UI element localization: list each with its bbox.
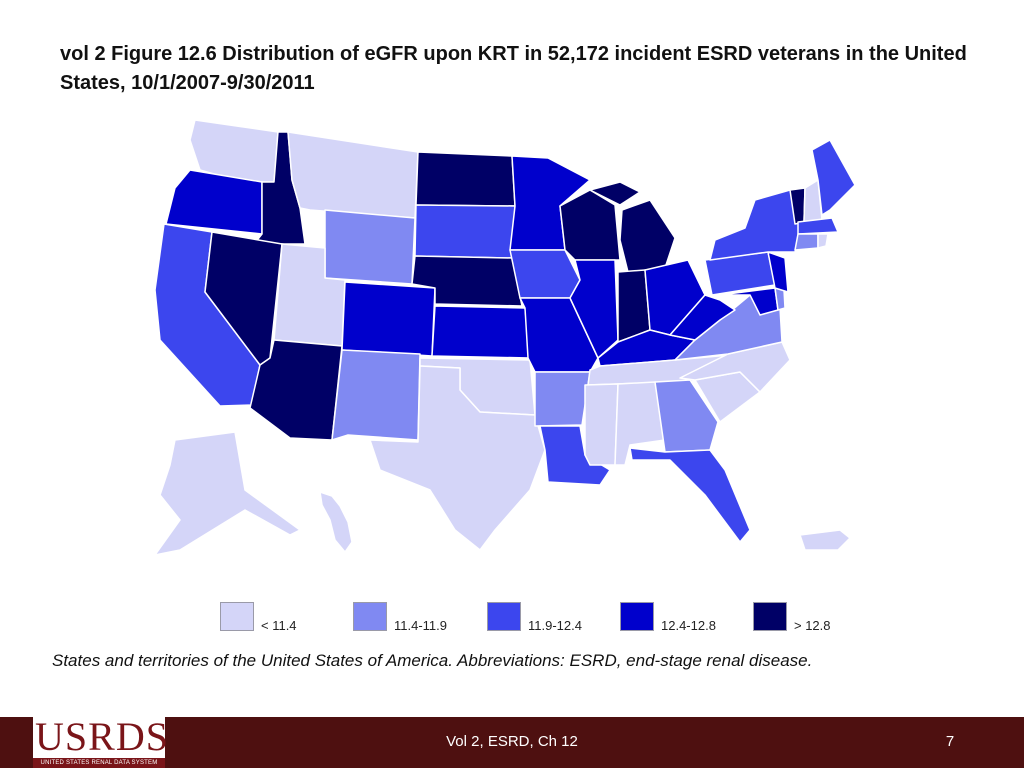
state-fl (629, 447, 751, 543)
state-md (719, 287, 779, 316)
state-nj (767, 251, 789, 293)
legend-swatch (753, 602, 787, 631)
logo-subtitle: UNITED STATES RENAL DATA SYSTEM (33, 758, 165, 768)
state-ks (431, 305, 531, 359)
state-sd (414, 204, 516, 259)
state-ma (797, 217, 839, 235)
state-tx (369, 365, 546, 551)
state-ms (584, 383, 619, 466)
legend-label: > 12.8 (794, 618, 831, 633)
state-la (539, 425, 611, 486)
state-me (811, 139, 856, 216)
legend-swatch (487, 602, 521, 631)
legend-label: 11.9-12.4 (528, 618, 582, 633)
state-co (341, 281, 436, 357)
legend-swatch (620, 602, 654, 631)
state-ak (154, 431, 301, 556)
state-mt (287, 131, 419, 219)
state-mi-up (589, 181, 641, 206)
state-ct (794, 233, 819, 251)
state-ri (817, 233, 829, 249)
usrds-logo: USRDS UNITED STATES RENAL DATA SYSTEM (33, 714, 169, 768)
figure-caption: States and territories of the United Sta… (52, 651, 813, 670)
legend-label: < 11.4 (261, 618, 297, 633)
legend-swatch (220, 602, 254, 631)
territory-pr (799, 529, 851, 551)
legend-swatch (353, 602, 387, 631)
footer-bar (0, 717, 1024, 768)
legend-label: 11.4-11.9 (394, 618, 448, 633)
footer-section-label: Vol 2, ESRD, Ch 12 (446, 733, 578, 750)
state-ga (654, 379, 719, 453)
state-mi (619, 199, 676, 273)
slide-title: vol 2 Figure 12.6 Distribution of eGFR u… (60, 43, 967, 94)
page-number: 7 (945, 733, 955, 750)
logo-wordmark: USRDS (35, 714, 169, 759)
us-choropleth-map (154, 119, 856, 556)
state-nm (331, 349, 421, 441)
state-hi (319, 491, 353, 553)
state-or (165, 169, 263, 235)
state-nd (415, 151, 516, 207)
state-ar (534, 371, 591, 427)
state-ia (509, 249, 581, 299)
state-ny (709, 189, 801, 261)
legend-label: 12.4-12.8 (661, 618, 716, 633)
state-wy (324, 209, 416, 285)
state-wv (669, 294, 736, 341)
